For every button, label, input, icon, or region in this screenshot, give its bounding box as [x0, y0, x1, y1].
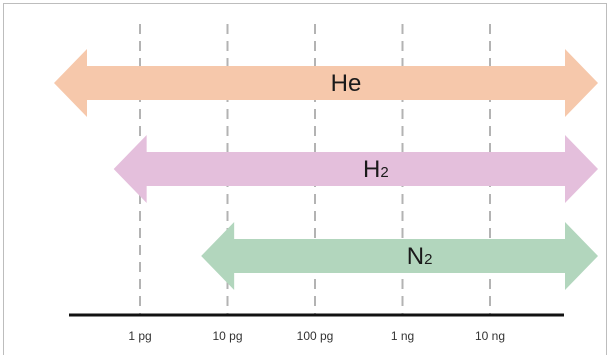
tick-label: 10 ng — [475, 329, 505, 343]
tick-label: 10 pg — [212, 329, 242, 343]
tick-label: 1 ng — [391, 329, 414, 343]
range-band-h2 — [113, 135, 598, 203]
chart-frame: He H2 N2 1 pg 10 pg 100 pg 1 ng 10 ng — [3, 3, 607, 355]
tick-label: 100 pg — [297, 329, 334, 343]
range-band-he — [54, 49, 598, 117]
tick-label: 1 pg — [128, 329, 151, 343]
band-label-he: He — [331, 70, 362, 97]
range-band-n2 — [201, 222, 598, 290]
x-axis-ticks: 1 pg 10 pg 100 pg 1 ng 10 ng — [128, 329, 505, 343]
